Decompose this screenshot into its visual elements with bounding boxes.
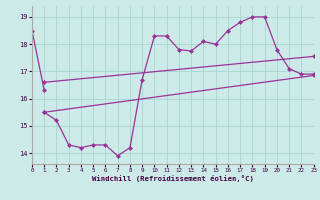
X-axis label: Windchill (Refroidissement éolien,°C): Windchill (Refroidissement éolien,°C) xyxy=(92,175,254,182)
